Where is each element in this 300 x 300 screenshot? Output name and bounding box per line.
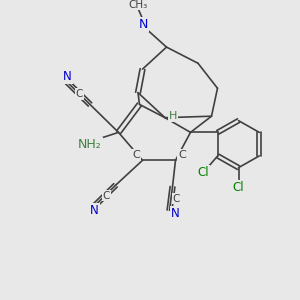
Text: CH₃: CH₃: [128, 0, 147, 10]
Text: C: C: [173, 194, 180, 203]
Text: NH₂: NH₂: [78, 138, 102, 151]
Text: C: C: [132, 150, 140, 160]
Text: C: C: [178, 150, 186, 160]
Text: H: H: [169, 111, 178, 121]
Text: Cl: Cl: [233, 181, 244, 194]
Text: N: N: [138, 18, 148, 31]
Text: N: N: [63, 70, 72, 83]
Text: Cl: Cl: [197, 166, 209, 178]
Text: C: C: [76, 89, 83, 99]
Text: N: N: [90, 204, 99, 217]
Text: N: N: [170, 207, 179, 220]
Text: C: C: [103, 190, 110, 201]
